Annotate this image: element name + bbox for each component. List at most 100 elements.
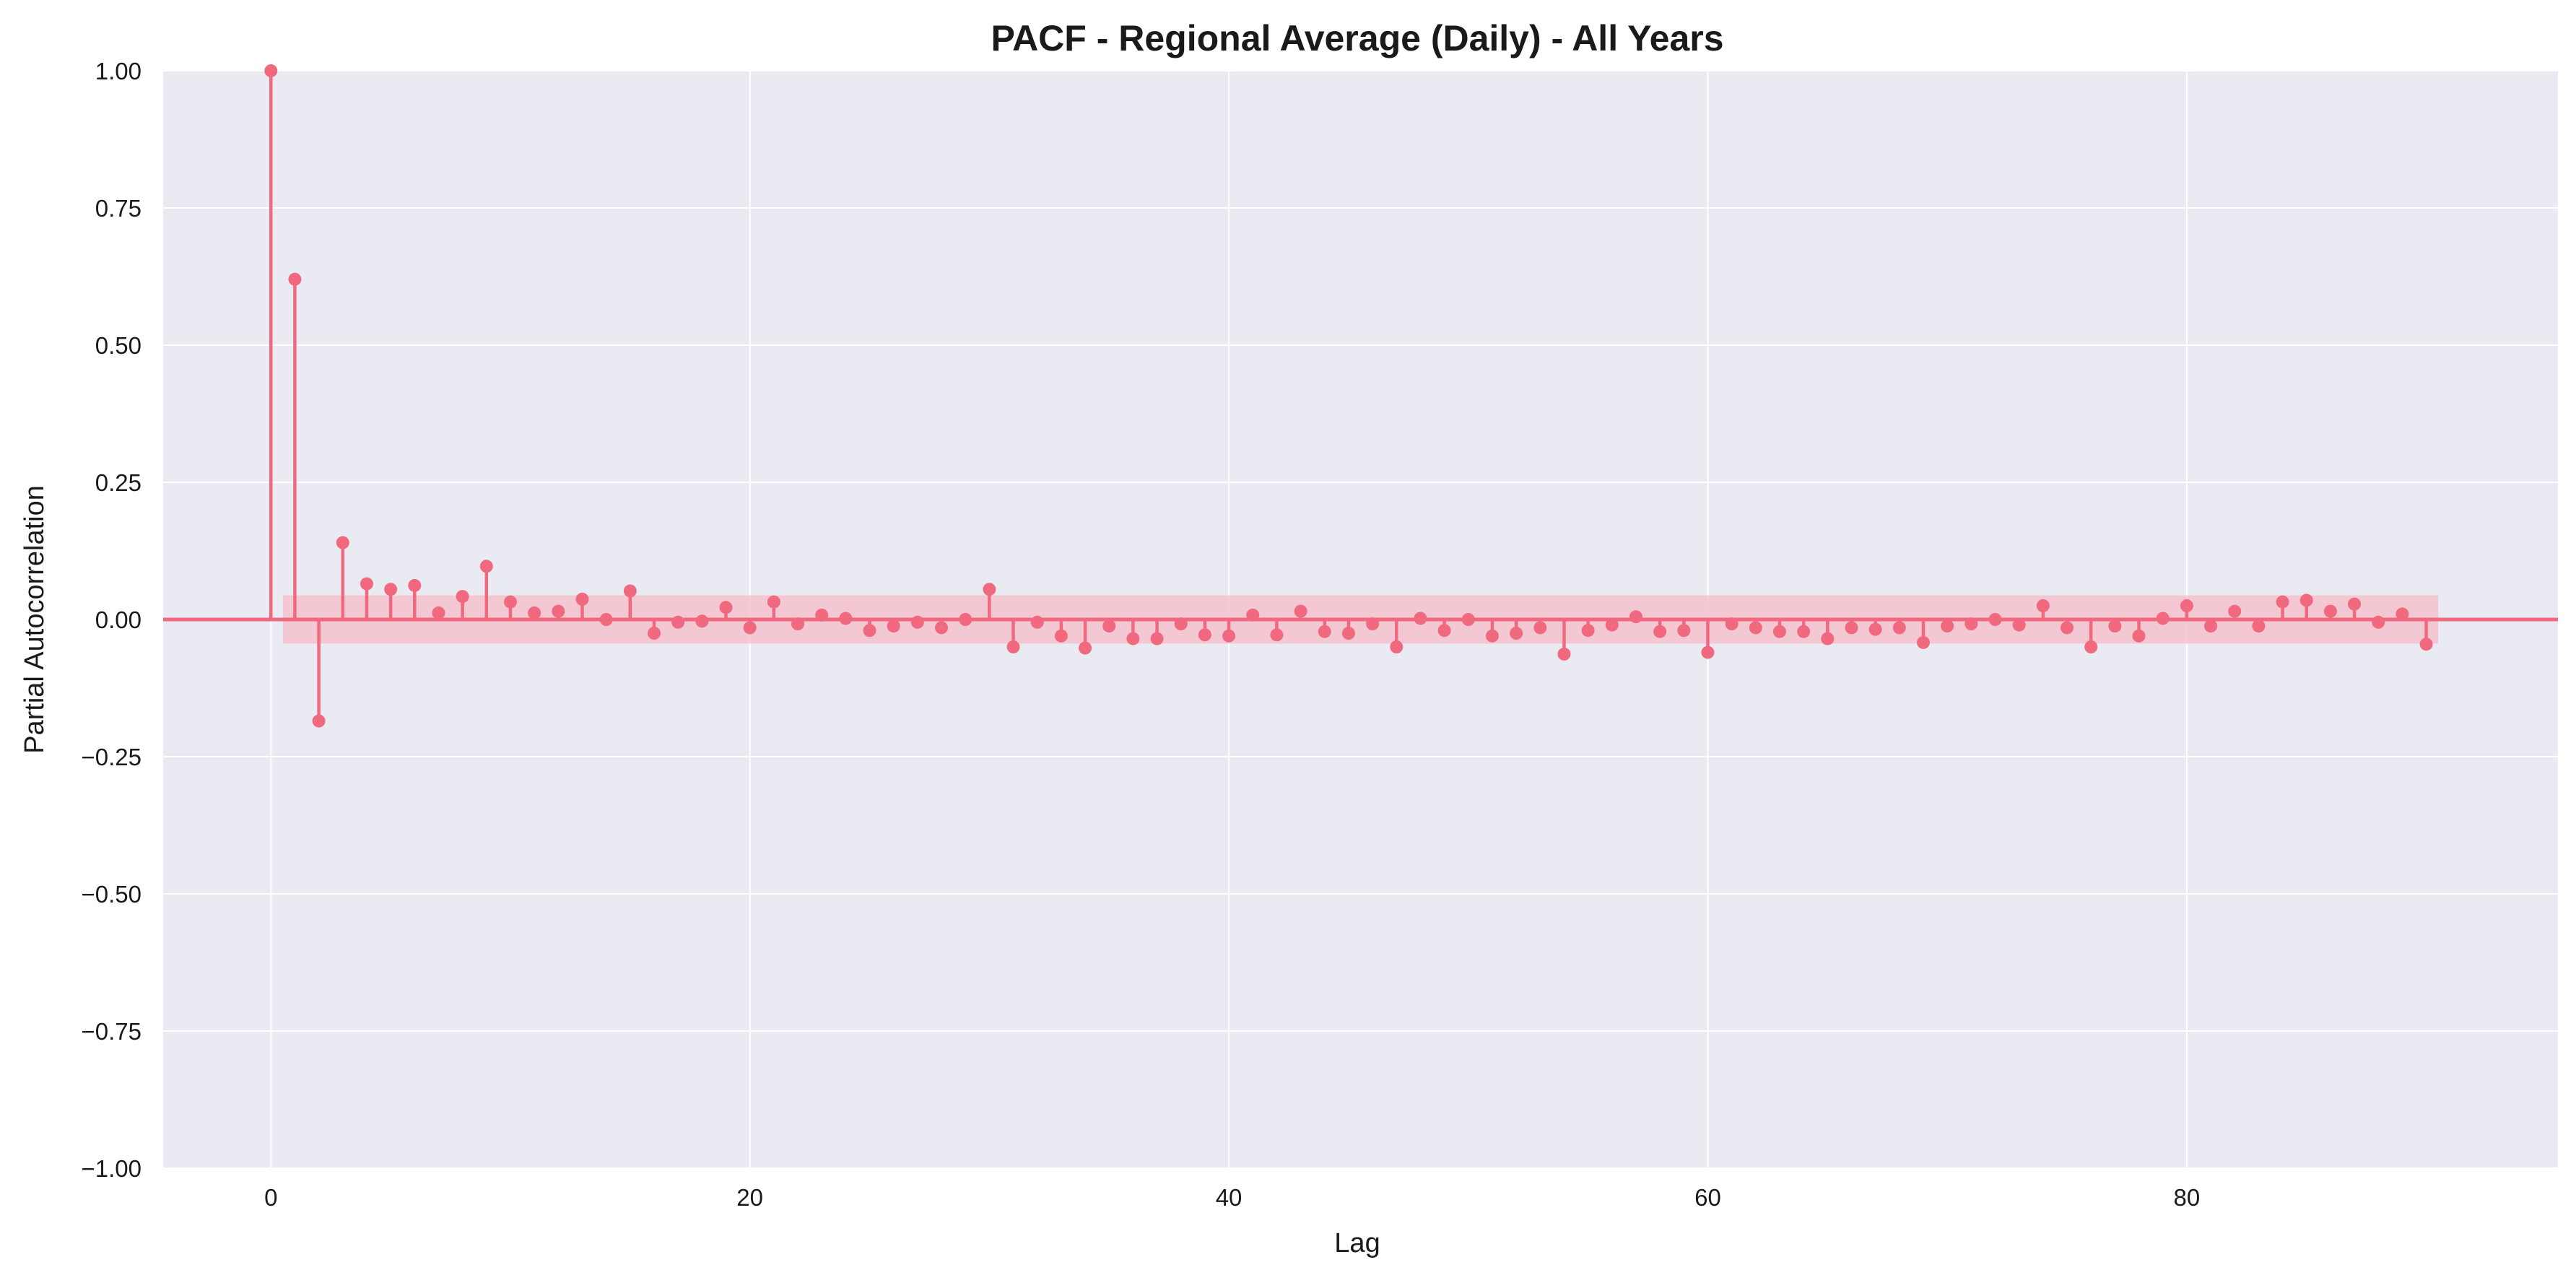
pacf-marker: [2180, 599, 2193, 612]
pacf-marker: [2252, 619, 2266, 633]
y-tick-label: 1.00: [95, 58, 142, 84]
y-tick-label: −0.25: [82, 744, 142, 770]
pacf-marker: [1414, 612, 1427, 625]
pacf-marker: [2276, 595, 2289, 609]
pacf-marker: [2372, 615, 2385, 629]
x-axis-label: Lag: [1334, 1228, 1380, 1258]
pacf-marker: [288, 272, 302, 286]
pacf-marker: [408, 578, 422, 592]
pacf-marker: [815, 608, 829, 622]
pacf-marker: [1437, 624, 1451, 638]
pacf-marker: [743, 621, 757, 635]
pacf-marker: [791, 617, 805, 631]
pacf-marker: [528, 606, 541, 619]
pacf-marker: [1605, 618, 1619, 632]
pacf-marker: [2204, 619, 2218, 633]
pacf-marker: [1845, 621, 1858, 635]
pacf-marker: [767, 595, 780, 609]
x-tick-label: 40: [1216, 1184, 1243, 1211]
pacf-marker: [910, 615, 924, 629]
pacf-marker: [2061, 621, 2074, 635]
pacf-marker: [623, 584, 637, 598]
pacf-marker: [2084, 640, 2098, 653]
pacf-marker: [2012, 618, 2026, 632]
x-tick-label: 0: [264, 1184, 277, 1211]
pacf-marker: [1174, 617, 1188, 631]
pacf-marker: [1485, 629, 1499, 643]
pacf-marker: [336, 536, 349, 549]
pacf-marker: [1725, 617, 1739, 631]
pacf-marker: [1294, 604, 1307, 618]
pacf-marker: [1006, 640, 1020, 653]
pacf-marker: [1772, 625, 1786, 638]
pacf-marker: [2348, 597, 2362, 611]
pacf-marker: [1964, 617, 1978, 631]
pacf-marker: [1461, 613, 1475, 626]
pacf-marker: [575, 592, 589, 606]
pacf-marker: [1341, 627, 1355, 640]
pacf-marker: [1581, 624, 1595, 638]
pacf-marker: [839, 612, 853, 625]
pacf-marker: [1030, 615, 1044, 629]
pacf-marker: [1246, 608, 1260, 622]
pacf-marker: [887, 619, 900, 633]
pacf-marker: [456, 590, 469, 604]
y-axis-label: Partial Autocorrelation: [19, 485, 50, 754]
pacf-marker: [1102, 619, 1116, 633]
pacf-marker: [1868, 622, 1882, 636]
y-tick-label: 0.00: [95, 606, 142, 633]
pacf-marker: [384, 583, 398, 596]
pacf-marker: [959, 613, 972, 626]
pacf-marker: [1988, 613, 2002, 626]
pacf-marker: [1653, 625, 1667, 638]
pacf-marker: [2132, 629, 2146, 643]
pacf-marker: [1150, 632, 1164, 645]
pacf-marker: [1198, 628, 1211, 642]
pacf-marker: [1821, 632, 1835, 645]
pacf-marker: [2036, 599, 2050, 612]
pacf-marker: [1126, 632, 1140, 645]
pacf-marker: [1892, 621, 1906, 635]
x-tick-label: 20: [736, 1184, 763, 1211]
y-tick-label: −0.75: [82, 1018, 142, 1045]
pacf-marker: [2108, 619, 2122, 633]
x-tick-label: 80: [2174, 1184, 2201, 1211]
pacf-marker: [1318, 625, 1331, 638]
pacf-marker: [599, 613, 613, 626]
pacf-marker: [719, 601, 733, 614]
pacf-marker: [695, 614, 709, 628]
pacf-marker: [2396, 607, 2409, 621]
pacf-marker: [647, 627, 661, 640]
y-tick-label: 0.50: [95, 332, 142, 359]
pacf-marker: [432, 606, 445, 619]
chart-title: PACF - Regional Average (Daily) - All Ye…: [991, 18, 1723, 58]
pacf-marker: [2299, 593, 2313, 607]
pacf-marker: [264, 64, 278, 77]
y-tick-label: −1.00: [82, 1155, 142, 1182]
pacf-marker: [983, 583, 996, 596]
pacf-marker: [552, 604, 565, 618]
pacf-marker: [1677, 624, 1691, 638]
markers-layer: [264, 64, 2433, 728]
pacf-marker: [1390, 640, 1404, 653]
y-tick-labels: 1.00 0.75 0.50 0.25 0.00 −0.25 −0.50 −0.75 −1.00: [82, 58, 142, 1182]
pacf-marker: [1701, 645, 1715, 659]
pacf-marker: [1366, 617, 1380, 631]
pacf-marker: [1629, 610, 1642, 624]
pacf-marker: [2323, 604, 2337, 618]
pacf-marker: [1510, 627, 1523, 640]
pacf-marker: [479, 560, 493, 573]
pacf-marker: [863, 624, 876, 638]
pacf-marker: [312, 714, 326, 728]
pacf-marker: [360, 577, 373, 591]
pacf-marker: [1533, 621, 1547, 635]
x-tick-label: 60: [1694, 1184, 1721, 1211]
pacf-marker: [1749, 621, 1762, 635]
pacf-marker: [1222, 629, 1236, 643]
pacf-marker: [935, 621, 949, 635]
x-tick-labels: 0 20 40 60 80: [264, 1184, 2200, 1211]
pacf-marker: [1557, 647, 1571, 661]
y-tick-label: 0.25: [95, 469, 142, 496]
